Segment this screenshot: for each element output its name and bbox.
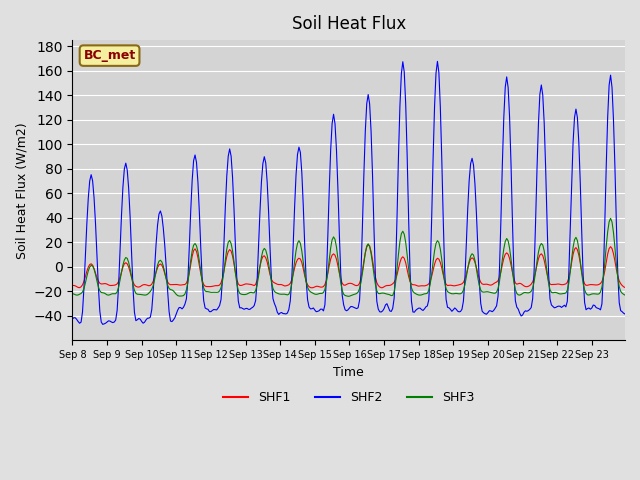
SHF3 [87,263,95,268]
Legend: SHF1, SHF2, SHF3: SHF1, SHF2, SHF3 [218,386,480,409]
SHF2 [620,310,627,316]
SHF2 [548,302,556,308]
Title: Soil Heat Flux: Soil Heat Flux [292,15,406,33]
SHF2 [99,322,106,327]
SHF3 [344,293,352,299]
Y-axis label: Soil Heat Flux (W/m2): Soil Heat Flux (W/m2) [15,122,28,259]
Text: BC_met: BC_met [83,49,136,62]
SHF3 [354,289,362,295]
SHF2 [68,316,76,322]
SHF1 [87,261,95,267]
SHF2 [106,318,114,324]
SHF3 [621,292,629,298]
SHF3 [104,292,112,298]
SHF1 [465,260,473,265]
SHF3 [607,216,614,221]
SHF2 [465,178,473,183]
Line: SHF1: SHF1 [72,245,625,288]
Line: SHF2: SHF2 [72,61,625,324]
SHF2 [621,311,629,317]
X-axis label: Time: Time [333,366,364,379]
SHF3 [464,265,472,271]
SHF1 [364,242,372,248]
SHF1 [548,282,556,288]
SHF1 [354,282,362,288]
SHF3 [68,291,76,297]
SHF3 [546,287,554,293]
SHF2 [433,59,441,64]
SHF3 [620,291,627,297]
SHF1 [621,285,629,290]
Line: SHF3: SHF3 [72,218,625,296]
SHF2 [87,172,95,178]
SHF1 [308,285,316,291]
SHF2 [354,305,362,311]
SHF1 [104,282,112,288]
SHF1 [620,284,627,289]
SHF1 [68,283,76,288]
